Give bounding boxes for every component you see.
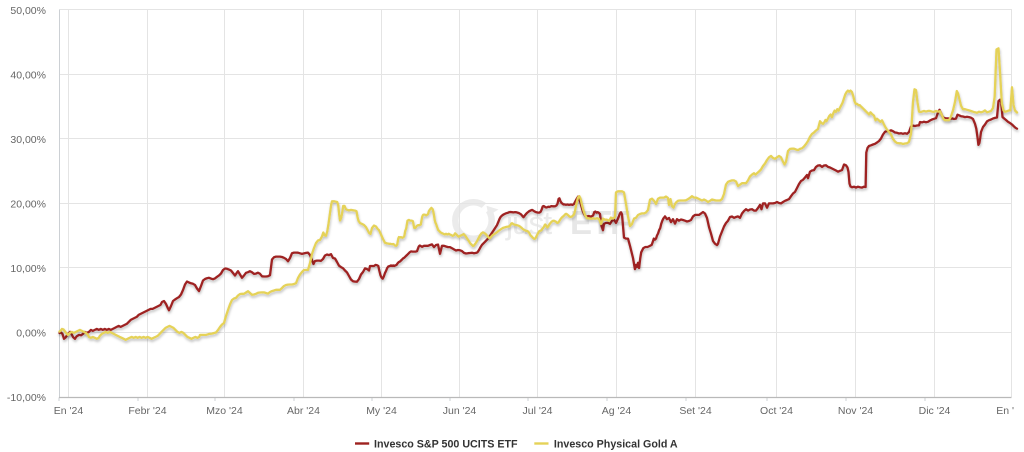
svg-text:Febr '24: Febr '24	[128, 405, 166, 417]
svg-text:40,00%: 40,00%	[10, 69, 46, 81]
svg-text:10,00%: 10,00%	[10, 263, 46, 275]
svg-text:-10,00%: -10,00%	[7, 392, 46, 404]
svg-text:Set '24: Set '24	[679, 405, 712, 417]
svg-text:50,00%: 50,00%	[10, 5, 46, 17]
svg-text:0,00%: 0,00%	[16, 327, 46, 339]
svg-text:Nov '24: Nov '24	[838, 405, 873, 417]
svg-text:Mzo '24: Mzo '24	[206, 405, 243, 417]
svg-text:20,00%: 20,00%	[10, 198, 46, 210]
svg-text:En ': En '	[996, 405, 1014, 417]
svg-text:Oct '24: Oct '24	[760, 405, 793, 417]
svg-text:30,00%: 30,00%	[10, 134, 46, 146]
svg-text:My '24: My '24	[366, 405, 397, 417]
svg-text:Invesco S&P 500 UCITS ETF: Invesco S&P 500 UCITS ETF	[374, 439, 518, 451]
svg-text:En '24: En '24	[54, 405, 84, 417]
svg-text:Ag '24: Ag '24	[602, 405, 632, 417]
svg-text:Dic '24: Dic '24	[919, 405, 951, 417]
svg-text:Jun '24: Jun '24	[443, 405, 477, 417]
svg-text:Abr '24: Abr '24	[287, 405, 320, 417]
svg-text:Invesco Physical Gold A: Invesco Physical Gold A	[554, 439, 678, 451]
svg-text:Jul '24: Jul '24	[522, 405, 552, 417]
